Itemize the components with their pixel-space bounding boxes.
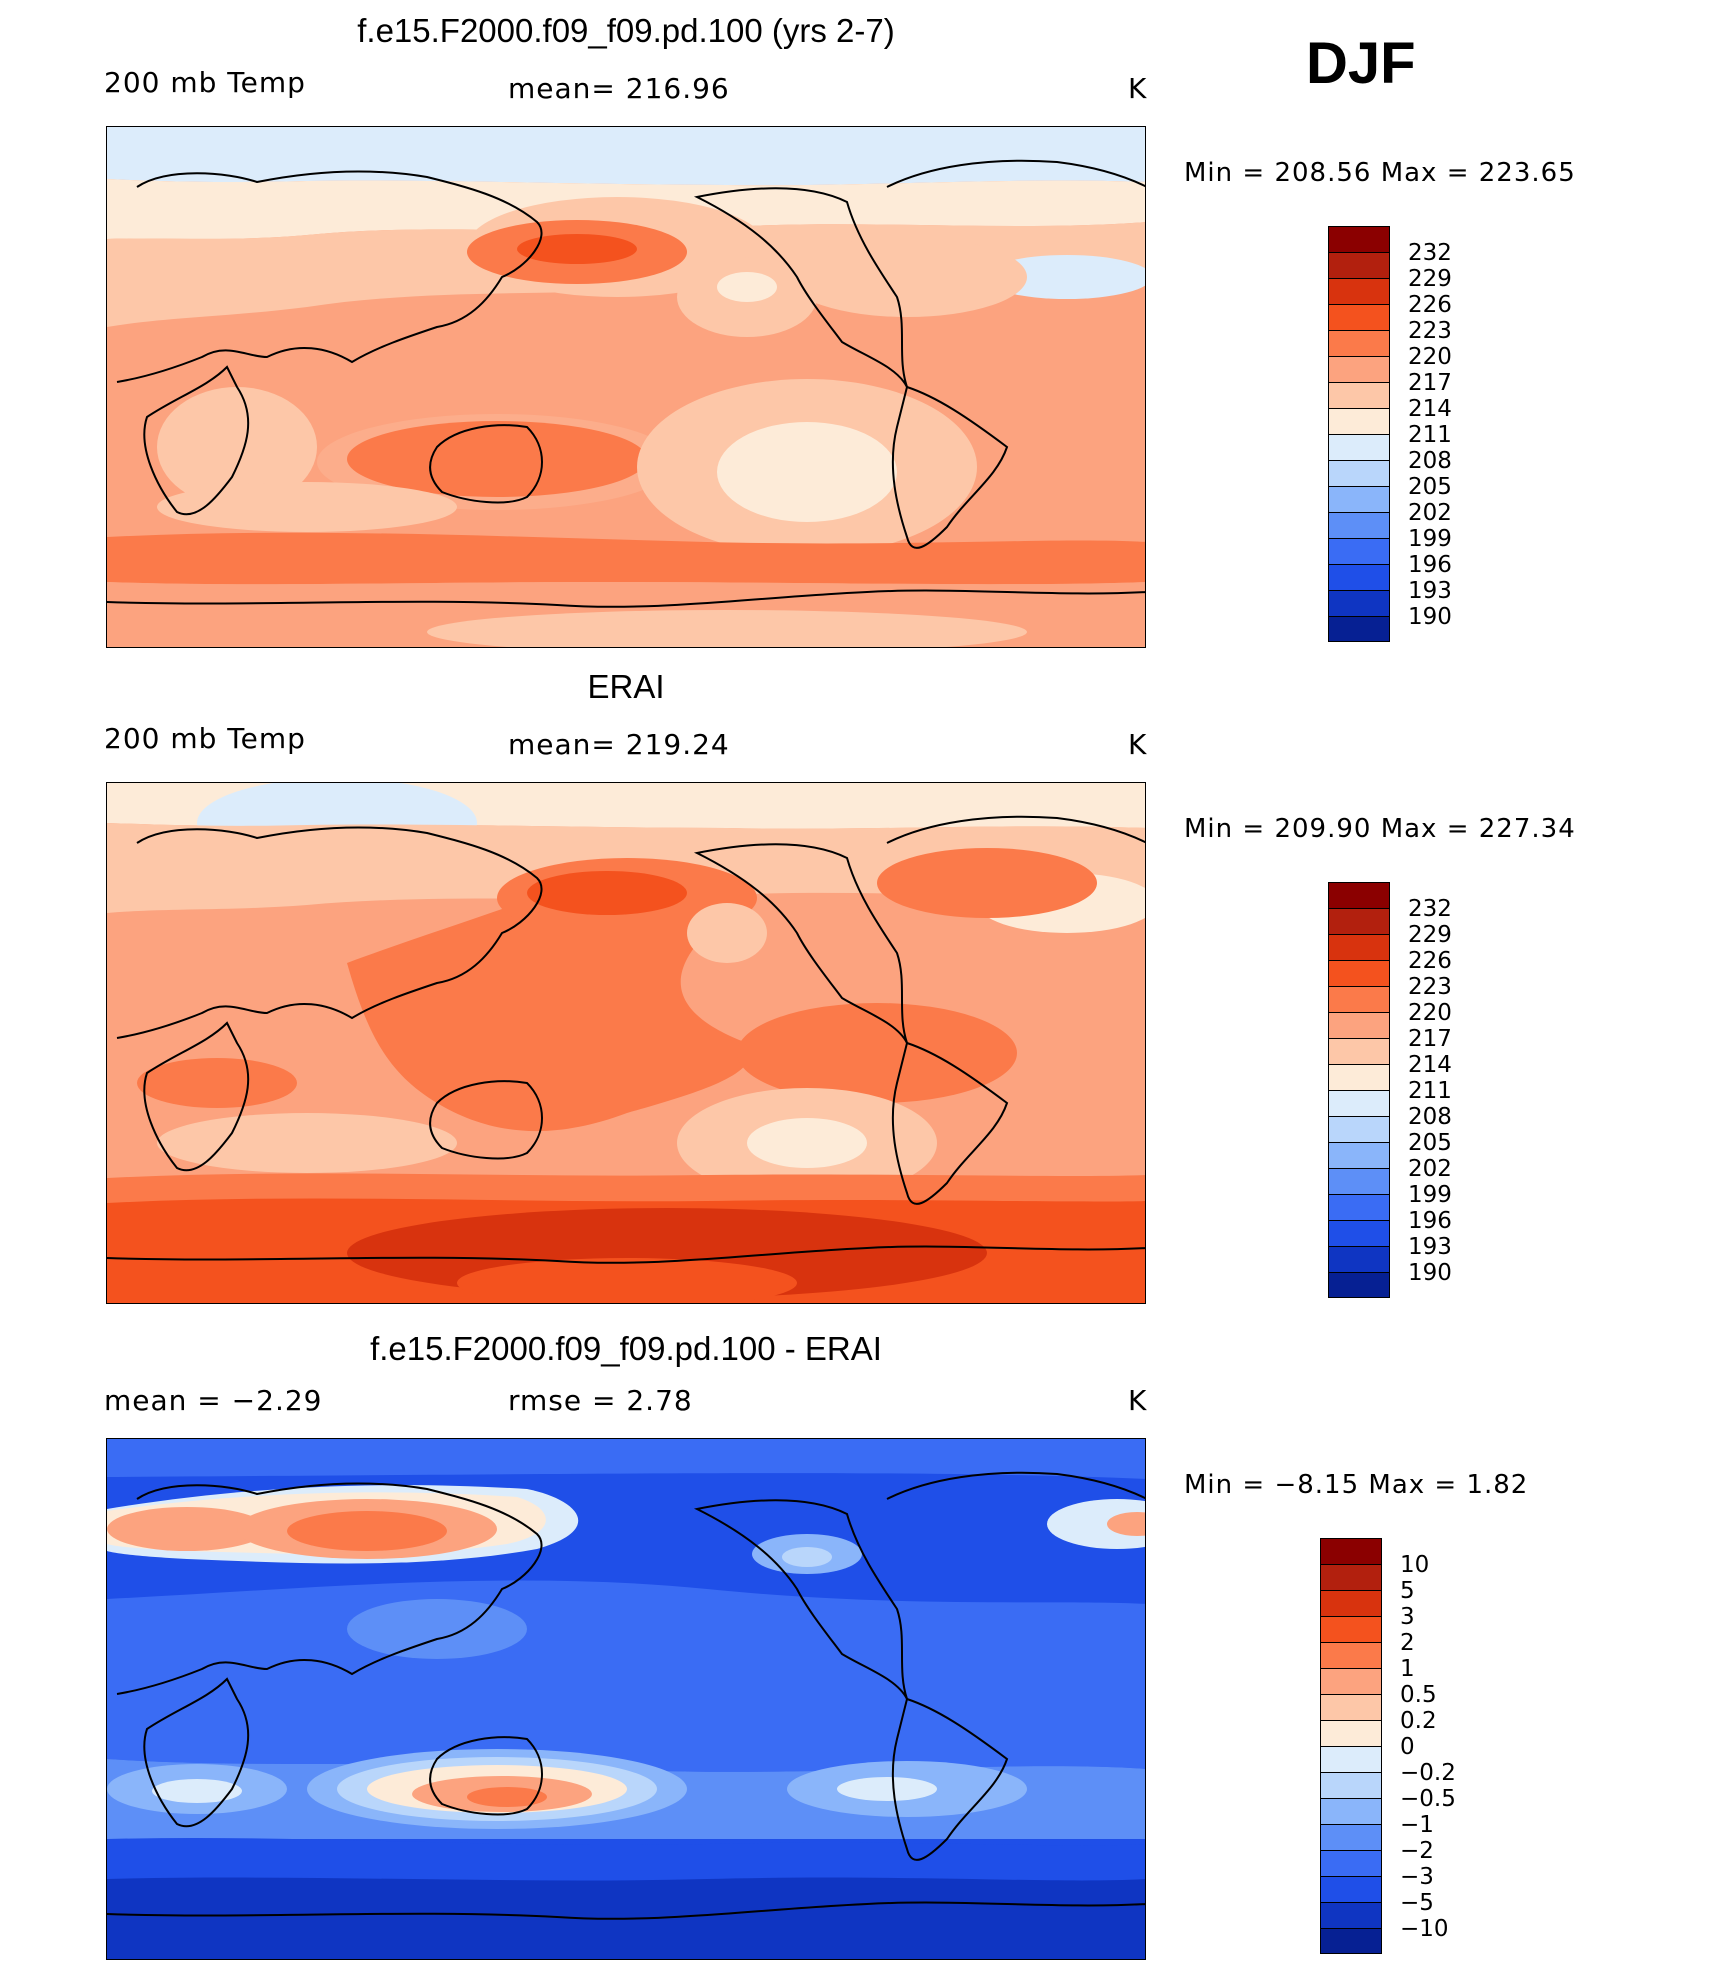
colorbar-label: 217	[1408, 370, 1452, 396]
colorbar-label: 193	[1408, 1234, 1452, 1260]
min-max-label: Min = 208.56 Max = 223.65	[1184, 158, 1576, 188]
colorbar-label: 190	[1408, 1260, 1452, 1286]
colorbar-label: 205	[1408, 474, 1452, 500]
rmse-label: rmse = 2.78	[508, 1384, 693, 1417]
colorbar-label: 3	[1400, 1604, 1415, 1630]
colorbar-label: 208	[1408, 448, 1452, 474]
difference-temperature-map	[106, 1438, 1146, 1960]
panel-title: f.e15.F2000.f09_f09.pd.100 - ERAI	[370, 1330, 882, 1367]
units-label: K	[1128, 728, 1148, 761]
model-temperature-map	[106, 126, 1146, 648]
colorbar-label: −0.5	[1400, 1786, 1456, 1812]
units-label: K	[1128, 72, 1148, 105]
min-max-label: Min = −8.15 Max = 1.82	[1184, 1470, 1529, 1500]
season-label: DJF	[1306, 31, 1416, 96]
units-label: K	[1128, 1384, 1148, 1417]
colorbar-label: −1	[1400, 1812, 1434, 1838]
panel-title: ERAI	[587, 668, 665, 705]
colorbar-label: 0.5	[1400, 1682, 1437, 1708]
colorbar-label: −5	[1400, 1890, 1434, 1916]
colorbar-label: −10	[1400, 1916, 1449, 1942]
colorbar-label: 199	[1408, 526, 1452, 552]
colorbar-label: 211	[1408, 422, 1452, 448]
colorbar-label: 196	[1408, 552, 1452, 578]
colorbar-label: 220	[1408, 1000, 1452, 1026]
colorbar-label: 2	[1400, 1630, 1415, 1656]
colorbar-label: 217	[1408, 1026, 1452, 1052]
colorbar-label: 196	[1408, 1208, 1452, 1234]
variable-label: 200 mb Temp	[104, 722, 306, 755]
colorbar-label: 199	[1408, 1182, 1452, 1208]
colorbar-label: 226	[1408, 292, 1452, 318]
colorbar-label: 223	[1408, 318, 1452, 344]
colorbar-label: 211	[1408, 1078, 1452, 1104]
colorbar-label: −0.2	[1400, 1760, 1456, 1786]
panel-title: f.e15.F2000.f09_f09.pd.100 (yrs 2-7)	[357, 12, 895, 49]
colorbar-label: 1	[1400, 1656, 1415, 1682]
mean-label: mean= 216.96	[508, 72, 730, 105]
colorbar-label: 232	[1408, 896, 1452, 922]
colorbar-label: 205	[1408, 1130, 1452, 1156]
colorbar-label: 223	[1408, 974, 1452, 1000]
colorbar-label: 214	[1408, 1052, 1452, 1078]
colorbar-label: 229	[1408, 266, 1452, 292]
colorbar-label: 193	[1408, 578, 1452, 604]
observed-temperature-map	[106, 782, 1146, 1304]
variable-label: 200 mb Temp	[104, 66, 306, 99]
colorbar-label: 208	[1408, 1104, 1452, 1130]
colorbar-label: 190	[1408, 604, 1452, 630]
colorbar-label: 0	[1400, 1734, 1415, 1760]
mean-label: mean = −2.29	[104, 1384, 323, 1417]
colorbar-label: −3	[1400, 1864, 1434, 1890]
min-max-label: Min = 209.90 Max = 227.34	[1184, 814, 1576, 844]
colorbar-label: 229	[1408, 922, 1452, 948]
colorbar-label: 5	[1400, 1578, 1415, 1604]
colorbar-label: 10	[1400, 1552, 1430, 1578]
colorbar-label: 202	[1408, 1156, 1452, 1182]
colorbar-label: −2	[1400, 1838, 1434, 1864]
mean-label: mean= 219.24	[508, 728, 730, 761]
colorbar-label: 226	[1408, 948, 1452, 974]
colorbar-label: 232	[1408, 240, 1452, 266]
colorbar-label: 214	[1408, 396, 1452, 422]
colorbar-label: 202	[1408, 500, 1452, 526]
colorbar-label: 0.2	[1400, 1708, 1437, 1734]
colorbar-label: 220	[1408, 344, 1452, 370]
